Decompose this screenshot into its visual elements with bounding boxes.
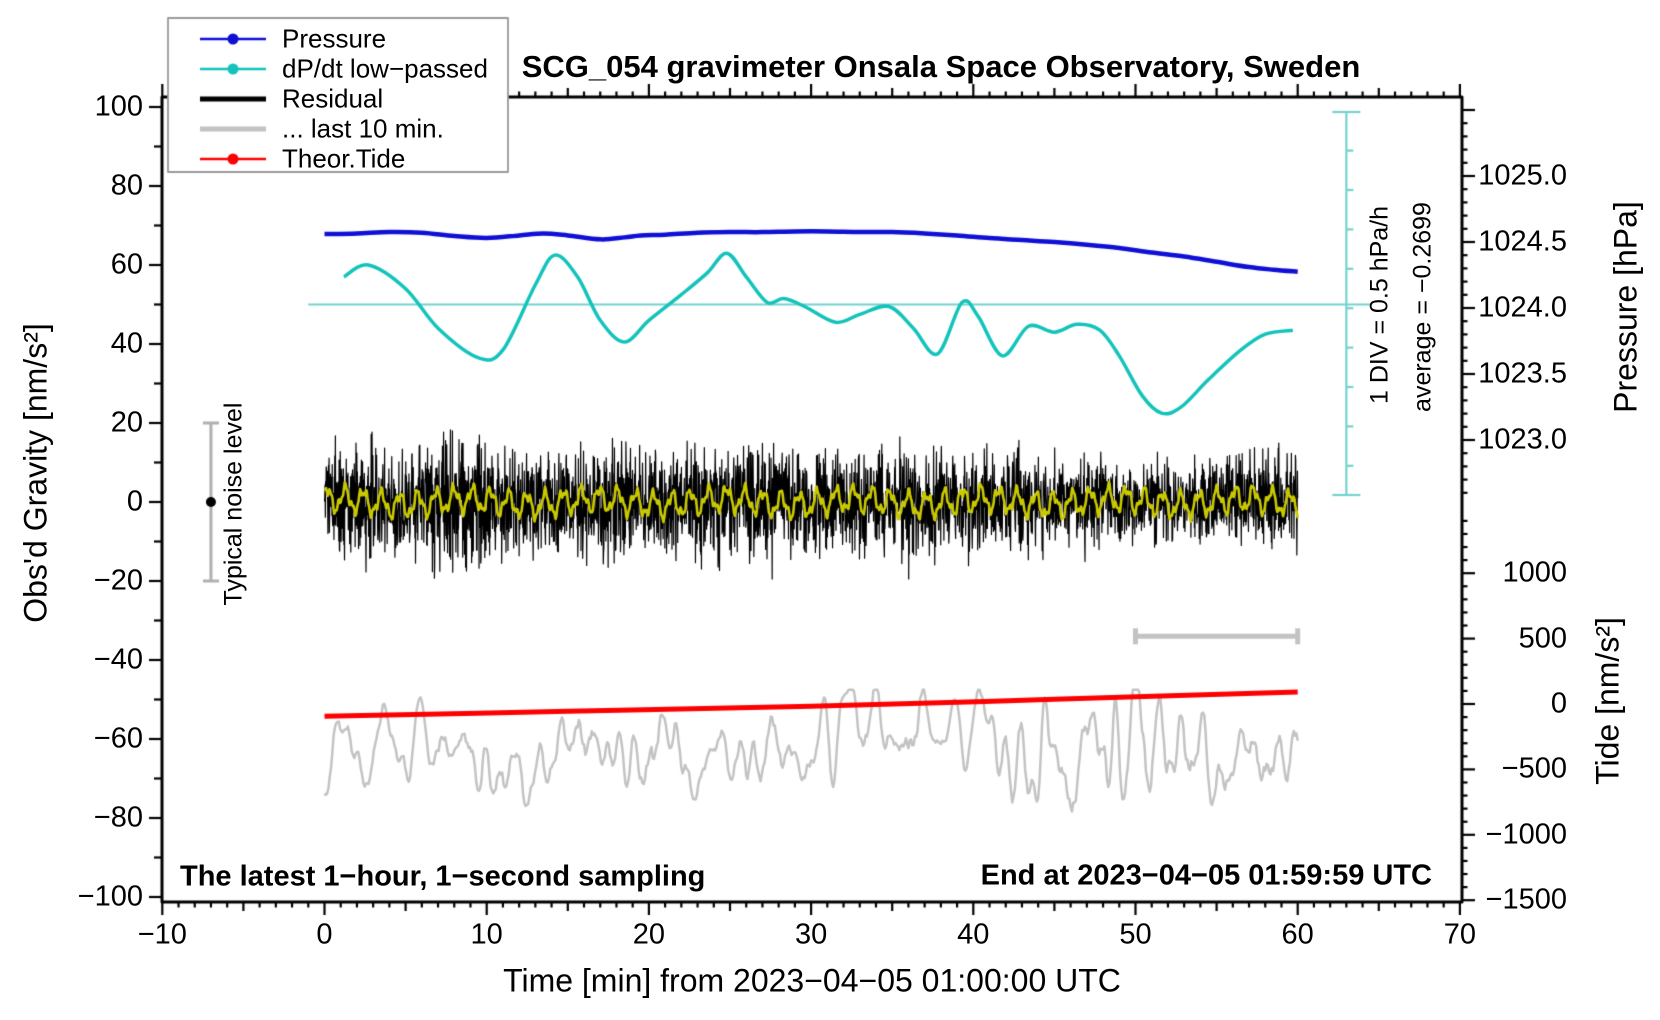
pressure-axis-tick-label: 1023.5 bbox=[1478, 357, 1567, 390]
x-axis-tick-label: 10 bbox=[470, 918, 503, 951]
pressure-axis-tick-label: 1024.5 bbox=[1478, 225, 1567, 258]
x-axis-tick-label: 50 bbox=[1119, 918, 1152, 951]
gravity-axis-tick-label: −60 bbox=[93, 722, 143, 755]
legend-label-dpdt: dP/dt low−passed bbox=[282, 53, 488, 84]
noise-level-annotation: Typical noise level bbox=[219, 402, 248, 606]
x-axis-tick-label: 70 bbox=[1443, 918, 1477, 951]
x-axis-tick-label: 0 bbox=[316, 918, 333, 951]
sampling-note: The latest 1−hour, 1−second sampling bbox=[180, 860, 706, 893]
gravity-axis-tick-label: 80 bbox=[110, 169, 143, 202]
gravity-axis-tick-label: 60 bbox=[110, 248, 143, 281]
pressure-axis-title: Pressure [hPa] bbox=[1607, 201, 1644, 413]
legend-label-residual: Residual bbox=[282, 83, 384, 114]
gravity-axis-tick-label: −100 bbox=[77, 880, 143, 913]
gravity-axis-tick-label: 20 bbox=[110, 406, 143, 439]
tide-axis-title: Tide [nm/s²] bbox=[1589, 617, 1626, 785]
x-axis-tick-label: 20 bbox=[632, 918, 666, 951]
x-axis-tick-label: −10 bbox=[137, 918, 187, 951]
legend-label-pressure: Pressure bbox=[282, 23, 387, 54]
chart-title: SCG_054 gravimeter Onsala Space Observat… bbox=[521, 49, 1361, 84]
tide-axis-tick-label: 500 bbox=[1518, 622, 1567, 655]
legend-label-last10: ... last 10 min. bbox=[282, 113, 444, 144]
x-axis-tick-label: 30 bbox=[794, 918, 828, 951]
tide-axis-tick-label: −1000 bbox=[1485, 818, 1567, 851]
tide-axis-tick-label: −1500 bbox=[1485, 883, 1567, 916]
tide-axis-tick-label: 0 bbox=[1550, 687, 1567, 720]
tide-axis-tick-label: 1000 bbox=[1502, 556, 1567, 589]
gravity-axis-title: Obs'd Gravity [nm/s²] bbox=[17, 323, 54, 623]
gravity-axis-tick-label: 40 bbox=[110, 327, 143, 360]
x-axis-tick-label: 40 bbox=[957, 918, 990, 951]
gravity-axis-tick-label: −20 bbox=[93, 564, 143, 597]
div-scale-annotation: 1 DIV = 0.5 hPa/h bbox=[1365, 205, 1394, 405]
legend-label-tide: Theor.Tide bbox=[282, 143, 406, 174]
end-time-note: End at 2023−04−05 01:59:59 UTC bbox=[980, 859, 1432, 892]
x-axis-tick-label: 60 bbox=[1281, 918, 1314, 951]
pressure-axis-tick-label: 1025.0 bbox=[1478, 159, 1567, 192]
gravity-axis-tick-label: 0 bbox=[126, 485, 143, 518]
gravity-axis-tick-label: 100 bbox=[94, 90, 143, 123]
x-axis-title: Time [min] from 2023−04−05 01:00:00 UTC bbox=[503, 962, 1121, 999]
pressure-axis-tick-label: 1024.0 bbox=[1478, 291, 1567, 324]
pressure-axis-tick-label: 1023.0 bbox=[1478, 423, 1567, 456]
gravity-axis-tick-label: −80 bbox=[93, 801, 143, 834]
gravity-axis-tick-label: −40 bbox=[93, 643, 143, 676]
tide-axis-tick-label: −500 bbox=[1501, 752, 1567, 785]
average-annotation: average = −0.2699 bbox=[1408, 202, 1437, 412]
